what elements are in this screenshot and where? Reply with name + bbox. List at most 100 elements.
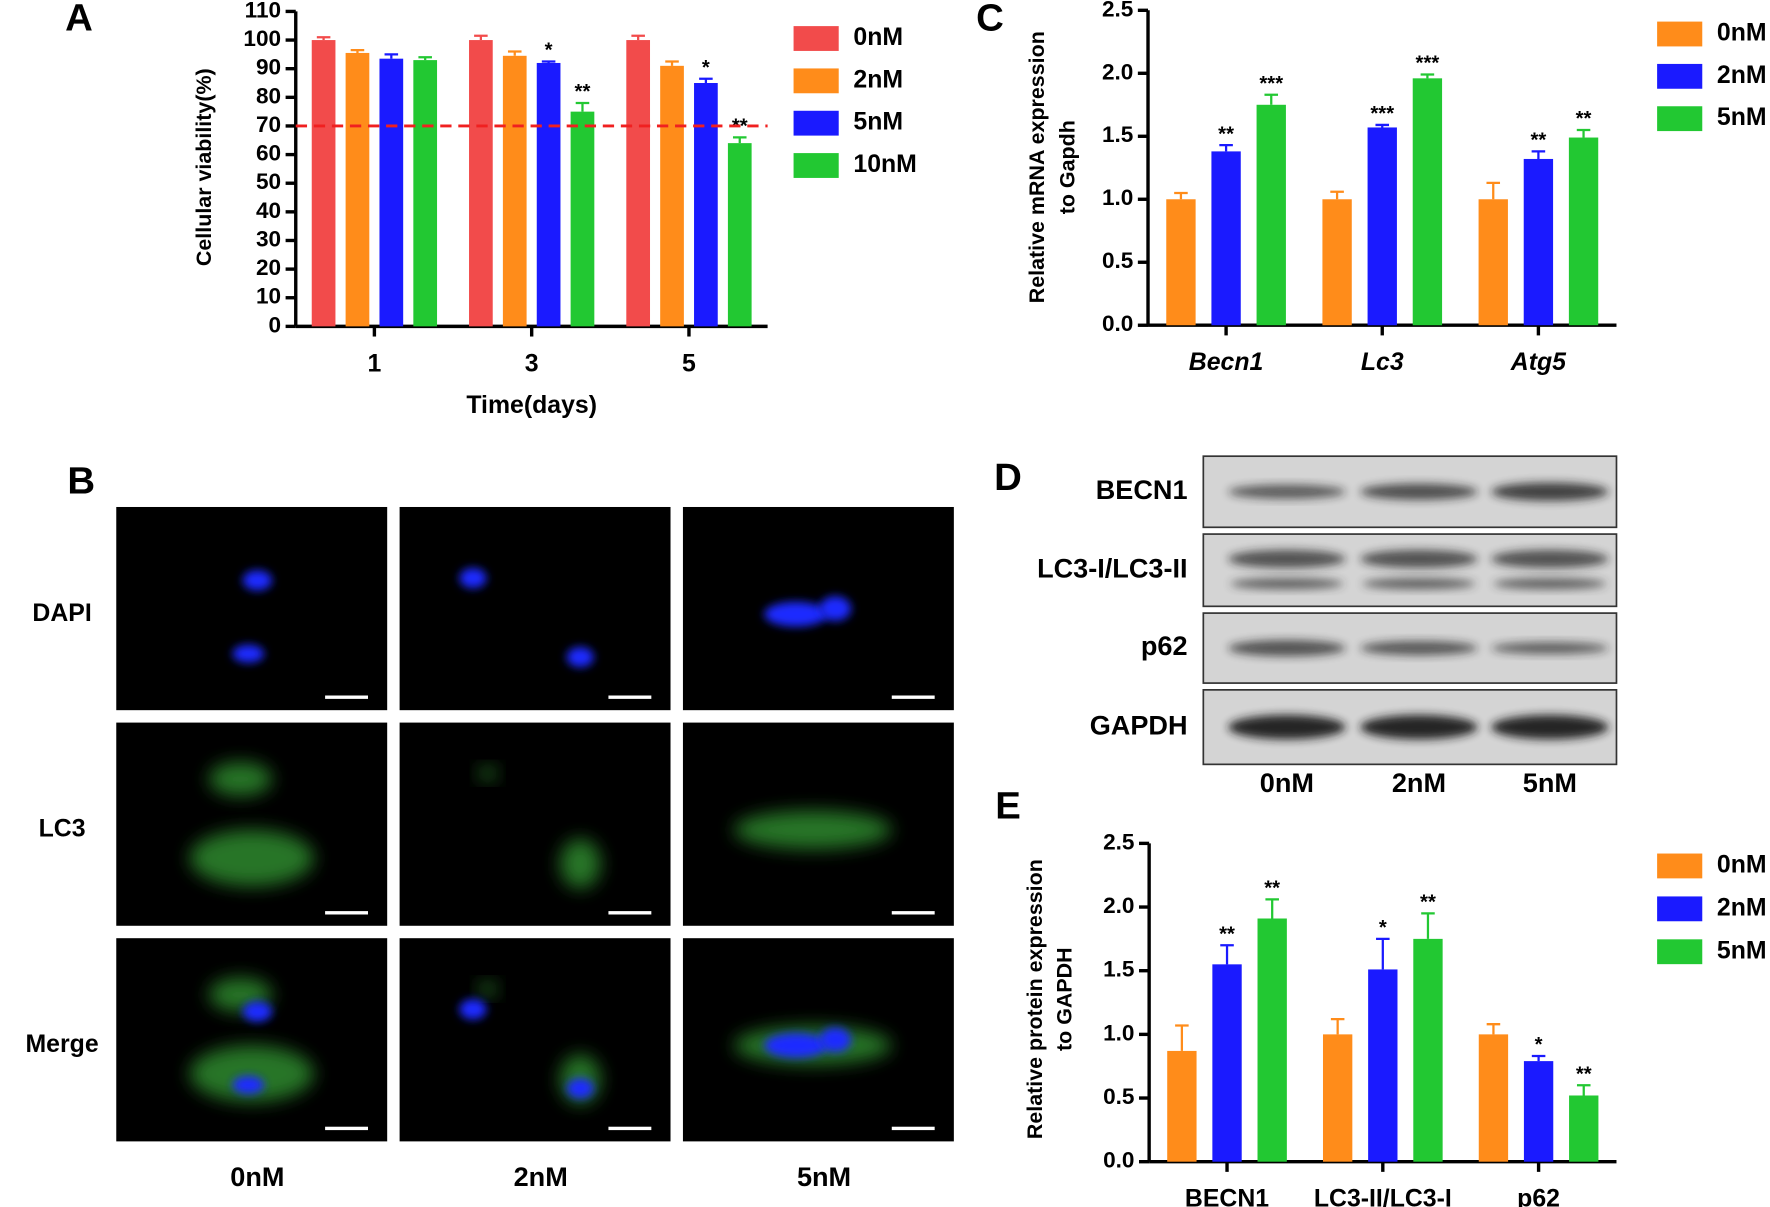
protein-label: GAPDH: [1090, 709, 1188, 740]
blot-band: [1360, 714, 1478, 740]
y-tick-label: 1.5: [1102, 122, 1133, 147]
error-bar: [1531, 1054, 1546, 1062]
blot-band: [1491, 549, 1609, 569]
nucleus: [232, 644, 265, 663]
error-bar: [541, 60, 556, 63]
x-tick-label: Lc3: [1361, 349, 1404, 376]
bar: [469, 40, 493, 327]
bar: [1478, 1034, 1509, 1162]
column-label: 0nM: [1260, 767, 1314, 798]
error-bar: [1576, 1084, 1591, 1096]
blot-band: [1360, 640, 1478, 656]
error-bar: [1174, 191, 1188, 200]
error-bar: [1265, 898, 1279, 919]
legend-swatch: [1657, 106, 1703, 132]
error-bar: [350, 48, 365, 53]
x-tick-label: Atg5: [1510, 349, 1567, 376]
nucleus: [242, 1001, 273, 1022]
error-bar: [1576, 128, 1591, 138]
scale-bar: [891, 695, 935, 699]
y-tick-label: 80: [256, 83, 281, 108]
protein-label: BECN1: [1096, 474, 1188, 505]
error-bar: [631, 34, 645, 41]
legend-swatch: [1657, 21, 1703, 47]
bar: [1523, 158, 1554, 326]
significance-label: ***: [1259, 73, 1283, 95]
significance-label: ***: [1416, 53, 1440, 75]
bar: [536, 62, 561, 327]
blot-band: [1228, 639, 1346, 657]
legend-label: 2nM: [1717, 62, 1767, 89]
scale-bar: [891, 911, 935, 915]
x-axis-label: Time(days): [466, 392, 597, 419]
x-tick-label: 1: [367, 350, 381, 377]
nucleus: [819, 1027, 852, 1053]
blot-band: [1228, 549, 1346, 569]
legend-label: 5nM: [1717, 104, 1767, 131]
lc3-signal: [189, 1045, 314, 1102]
legend-label: 2nM: [853, 66, 903, 93]
nucleus: [232, 1075, 265, 1094]
bar: [413, 60, 438, 327]
lc3-signal: [478, 982, 497, 996]
error-bar: [1219, 143, 1233, 152]
nucleus: [242, 570, 273, 591]
legend-swatch: [1657, 853, 1703, 879]
y-axis-label: Relative protein expression: [1023, 859, 1047, 1139]
y-tick-label: 2.5: [1103, 829, 1134, 854]
bar: [345, 52, 370, 327]
blot-strip: [1202, 533, 1618, 608]
blot-band: [1491, 641, 1609, 655]
micrograph: [399, 938, 671, 1142]
y-tick-label: 1.0: [1102, 185, 1133, 210]
error-bar: [474, 34, 488, 41]
y-tick-label: 2.5: [1102, 0, 1133, 21]
significance-label: *: [1535, 1034, 1543, 1056]
significance-label: **: [1219, 923, 1235, 945]
bar: [502, 55, 527, 327]
bar: [570, 111, 595, 327]
legend-swatch: [1657, 896, 1703, 922]
nucleus: [459, 999, 487, 1020]
micrograph: [399, 506, 671, 711]
y-tick-label: 100: [243, 26, 281, 51]
bar: [1569, 1095, 1599, 1162]
error-bar: [1375, 123, 1390, 128]
x-tick-label: Becn1: [1189, 349, 1264, 376]
y-tick-label: 70: [256, 112, 281, 137]
scale-bar: [891, 1126, 935, 1131]
bar: [1367, 127, 1397, 326]
y-tick-label: 110: [245, 0, 281, 22]
significance-label: **: [1264, 878, 1280, 900]
column-label: 5nM: [1523, 767, 1577, 798]
column-label: 2nM: [514, 1161, 568, 1192]
y-tick-label: 2.0: [1102, 59, 1133, 84]
panel-label: D: [994, 456, 1022, 499]
significance-label: **: [1218, 123, 1234, 145]
y-axis-label: Cellular viability(%): [192, 68, 216, 266]
significance-label: *: [1379, 917, 1387, 939]
x-tick-label: 3: [525, 350, 539, 377]
significance-label: **: [1530, 130, 1546, 152]
micrograph-grid: DAPI LC3 Merge 0nM 2nM 5nM: [26, 506, 954, 1192]
legend-label: 10nM: [853, 151, 916, 178]
error-bar: [1531, 150, 1546, 159]
y-tick-label: 20: [256, 255, 281, 280]
row-label: DAPI: [32, 600, 91, 627]
legend-swatch: [1657, 939, 1703, 965]
x-tick-label: p62: [1517, 1186, 1560, 1207]
nucleus: [764, 1033, 828, 1058]
blot-band: [1360, 483, 1478, 500]
row-label: LC3: [39, 815, 86, 842]
bar: [1256, 104, 1286, 326]
significance-label: *: [545, 40, 553, 62]
significance-label: ***: [1370, 103, 1394, 125]
panel-label: E: [995, 785, 1021, 828]
x-tick-label: BECN1: [1185, 1186, 1269, 1207]
bar: [626, 40, 651, 327]
y-tick-label: 90: [256, 55, 281, 80]
error-bar: [384, 53, 399, 59]
y-axis-label: to GAPDH: [1052, 947, 1076, 1051]
error-bar: [1220, 944, 1234, 965]
